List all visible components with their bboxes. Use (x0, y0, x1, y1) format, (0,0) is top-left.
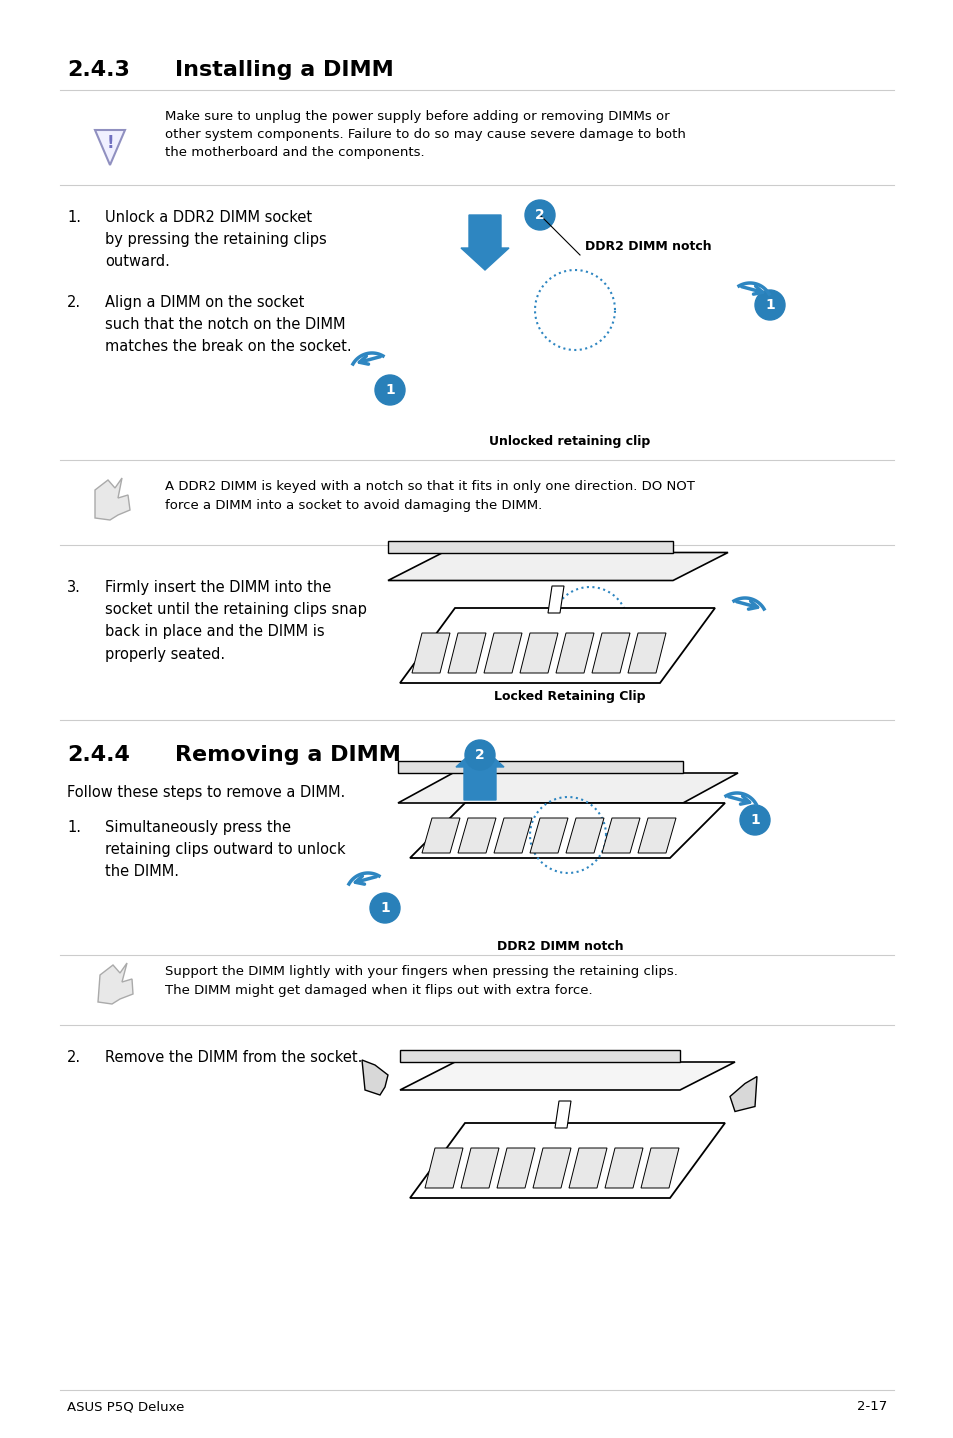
Text: Make sure to unplug the power supply before adding or removing DIMMs or
other sy: Make sure to unplug the power supply bef… (165, 109, 685, 160)
Text: 2.: 2. (67, 1050, 81, 1066)
Polygon shape (397, 774, 738, 802)
Text: Firmly insert the DIMM into the
socket until the retaining clips snap
back in pl: Firmly insert the DIMM into the socket u… (105, 580, 367, 661)
Text: 2.4.3: 2.4.3 (67, 60, 130, 81)
Circle shape (464, 741, 495, 769)
Polygon shape (568, 1148, 606, 1188)
Text: Remove the DIMM from the socket.: Remove the DIMM from the socket. (105, 1050, 362, 1066)
Text: 1: 1 (764, 298, 774, 312)
Text: 2.: 2. (67, 295, 81, 311)
Polygon shape (410, 802, 724, 858)
FancyArrow shape (456, 745, 503, 800)
Polygon shape (604, 1148, 642, 1188)
Polygon shape (555, 1102, 571, 1127)
Polygon shape (547, 587, 563, 613)
Circle shape (524, 200, 555, 230)
Polygon shape (399, 608, 714, 683)
Polygon shape (638, 818, 676, 853)
Text: Installing a DIMM: Installing a DIMM (174, 60, 394, 81)
Polygon shape (457, 818, 496, 853)
Circle shape (740, 805, 769, 835)
Text: 1: 1 (749, 812, 760, 827)
Polygon shape (519, 633, 558, 673)
Circle shape (375, 375, 405, 406)
Polygon shape (397, 761, 682, 774)
Polygon shape (556, 633, 594, 673)
Polygon shape (399, 1050, 679, 1063)
Polygon shape (98, 963, 132, 1004)
Text: Unlocked retaining clip: Unlocked retaining clip (489, 436, 650, 449)
Polygon shape (497, 1148, 535, 1188)
Text: Follow these steps to remove a DIMM.: Follow these steps to remove a DIMM. (67, 785, 345, 800)
Text: 2.4.4: 2.4.4 (67, 745, 130, 765)
Polygon shape (627, 633, 665, 673)
Text: Support the DIMM lightly with your fingers when pressing the retaining clips.
Th: Support the DIMM lightly with your finge… (165, 965, 678, 997)
Text: 1.: 1. (67, 820, 81, 835)
Text: Align a DIMM on the socket
such that the notch on the DIMM
matches the break on : Align a DIMM on the socket such that the… (105, 295, 352, 354)
Text: Locked Retaining Clip: Locked Retaining Clip (494, 690, 645, 703)
Polygon shape (460, 1148, 498, 1188)
Text: !: ! (106, 134, 113, 152)
Polygon shape (388, 541, 672, 552)
Polygon shape (421, 818, 459, 853)
Text: 2: 2 (475, 748, 484, 762)
Text: 1: 1 (385, 383, 395, 397)
Text: DDR2 DIMM notch: DDR2 DIMM notch (584, 240, 711, 253)
Text: 1.: 1. (67, 210, 81, 224)
Polygon shape (483, 633, 521, 673)
Text: A DDR2 DIMM is keyed with a notch so that it fits in only one direction. DO NOT
: A DDR2 DIMM is keyed with a notch so tha… (165, 480, 694, 512)
Text: Simultaneously press the
retaining clips outward to unlock
the DIMM.: Simultaneously press the retaining clips… (105, 820, 345, 880)
Polygon shape (592, 633, 629, 673)
Text: ASUS P5Q Deluxe: ASUS P5Q Deluxe (67, 1401, 184, 1414)
Polygon shape (601, 818, 639, 853)
Circle shape (754, 290, 784, 321)
Polygon shape (729, 1077, 757, 1112)
Polygon shape (565, 818, 603, 853)
Text: –: – (470, 559, 476, 574)
Polygon shape (494, 818, 532, 853)
Polygon shape (530, 818, 567, 853)
Text: Removing a DIMM: Removing a DIMM (174, 745, 400, 765)
Polygon shape (424, 1148, 462, 1188)
Text: 1: 1 (379, 902, 390, 915)
Text: Unlock a DDR2 DIMM socket
by pressing the retaining clips
outward.: Unlock a DDR2 DIMM socket by pressing th… (105, 210, 327, 269)
Polygon shape (95, 129, 125, 165)
Polygon shape (448, 633, 485, 673)
Circle shape (370, 893, 399, 923)
Polygon shape (361, 1060, 388, 1094)
Text: DDR2 DIMM notch: DDR2 DIMM notch (497, 940, 622, 953)
Polygon shape (95, 477, 130, 521)
Polygon shape (533, 1148, 571, 1188)
Polygon shape (412, 633, 450, 673)
Polygon shape (388, 552, 727, 581)
Polygon shape (640, 1148, 679, 1188)
Text: 3.: 3. (67, 580, 81, 595)
Polygon shape (399, 1063, 734, 1090)
FancyArrow shape (460, 216, 509, 270)
Text: 2-17: 2-17 (856, 1401, 886, 1414)
Text: 2: 2 (535, 209, 544, 221)
Polygon shape (410, 1123, 724, 1198)
